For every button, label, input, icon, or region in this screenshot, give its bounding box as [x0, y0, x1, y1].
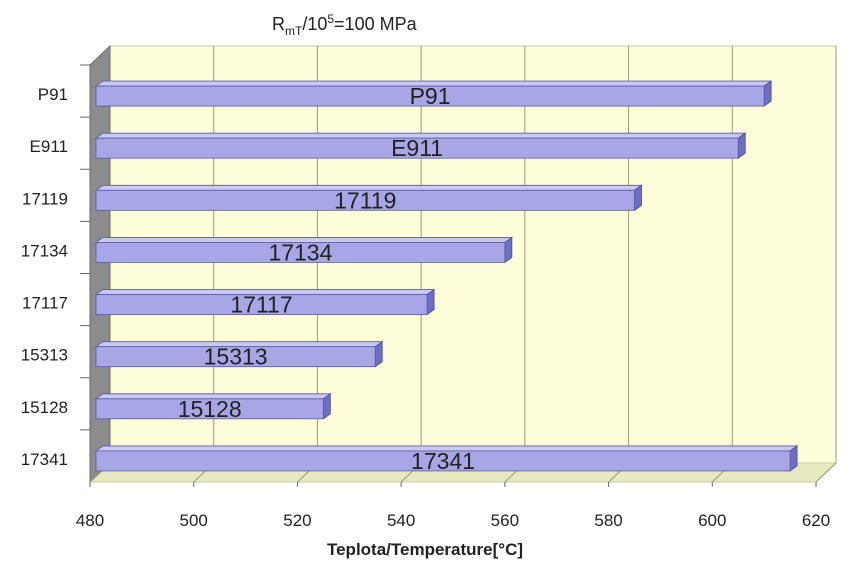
- bar-label: 15128: [178, 396, 242, 422]
- bar-front-face: [95, 346, 376, 368]
- bar: 17134: [94, 236, 514, 265]
- x-tick-label: 480: [76, 511, 104, 530]
- bar-front-face: [95, 85, 765, 107]
- x-tick-label: 600: [698, 511, 726, 530]
- bar: P91: [94, 80, 773, 109]
- bar-label: 17134: [268, 239, 332, 265]
- bar-front-face: [95, 294, 428, 315]
- category-label: 17119: [22, 189, 68, 208]
- bar: 17119: [94, 184, 643, 213]
- bar-label: 17341: [411, 448, 475, 474]
- title-main: R: [272, 14, 285, 34]
- category-label: 17134: [21, 241, 68, 260]
- bar: 15128: [94, 393, 332, 422]
- bar: E911: [94, 132, 747, 161]
- x-axis-label: Teplota/Temperature[°C]: [327, 540, 523, 559]
- category-label: P91: [38, 85, 68, 104]
- title-end: =100 MPa: [334, 14, 418, 34]
- x-tick-labels: 480 500 520 540 560 580 600 620: [76, 482, 830, 530]
- category-label: 15128: [21, 398, 68, 417]
- x-tick-label: 560: [491, 511, 519, 530]
- title-mid: /10: [302, 14, 327, 34]
- category-label: 17341: [21, 450, 68, 469]
- bar: 17117: [94, 288, 436, 318]
- category-label: 15313: [21, 346, 68, 365]
- title-subscript: mT: [285, 24, 303, 38]
- bar-front-face: [95, 450, 791, 472]
- bar-label: P91: [410, 83, 451, 109]
- chart-title: RmT/105=100 MPa: [272, 12, 418, 38]
- bar: 17341: [94, 445, 799, 474]
- bar-front-face: [95, 189, 635, 211]
- x-tick-label: 520: [283, 511, 311, 530]
- bar-front-face: [95, 398, 324, 420]
- floor-gridline: [815, 462, 837, 483]
- category-label: E911: [30, 137, 68, 156]
- category-label: 17117: [22, 294, 68, 313]
- title-superscript: 5: [327, 12, 334, 26]
- bar-label: 17117: [230, 292, 292, 318]
- bar-label: 17119: [334, 187, 396, 213]
- x-tick-label: 500: [180, 511, 208, 530]
- bar-label: 15313: [204, 344, 268, 370]
- bar-front-face: [95, 137, 739, 159]
- bar-front-face: [95, 242, 506, 263]
- category-labels: P91 E911 17119 17134 17117 15313 15128 17341: [21, 64, 90, 469]
- x-tick-label: 620: [802, 511, 830, 530]
- x-tick-label: 540: [387, 511, 415, 530]
- bar: 15313: [94, 340, 384, 370]
- bar-label: E911: [391, 135, 443, 161]
- x-tick-label: 580: [594, 511, 622, 530]
